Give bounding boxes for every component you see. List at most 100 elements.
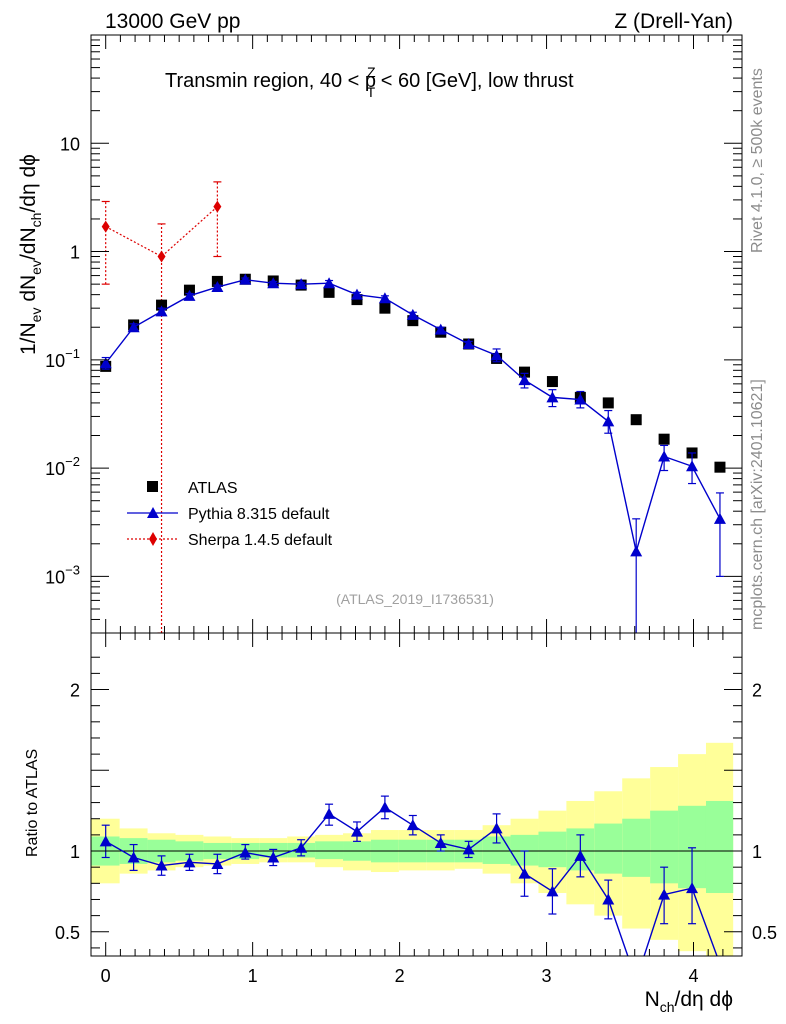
chart-title: Transmin region, 40 < pZ T < 60 [GeV], lo… [165, 64, 574, 100]
ratio-data-layer [91, 742, 742, 956]
header-energy: 13000 GeV pp [105, 10, 240, 33]
pythia-point [574, 393, 587, 405]
ratio-y-axis-label: Ratio to ATLAS [24, 749, 41, 857]
ratio-inner-band [538, 831, 567, 868]
x-axis-label-main: N [645, 988, 660, 1011]
chart-title-sub: T [367, 84, 376, 100]
ratio-panel-frame [90, 632, 743, 957]
pythia-ratio-point [574, 849, 587, 861]
atlas-point [546, 376, 558, 388]
chart-title-post: < 60 [GeV], low thrust [375, 70, 574, 92]
header-process: Z (Drell-Yan) [614, 10, 733, 33]
x-tick-label: 3 [542, 966, 552, 986]
y-tick-label: 10 [60, 134, 80, 154]
y-tick-label: 10−3 [45, 562, 80, 587]
x-axis-label: Nch/dη dϕ [645, 988, 733, 1015]
pythia-point [434, 323, 447, 335]
main-data-layer [99, 181, 726, 633]
x-axis-label-sub: ch [660, 999, 675, 1015]
pythia-point [295, 278, 308, 290]
pythia-point [155, 305, 168, 317]
pythia-ratio-point [658, 888, 671, 900]
legend-atlas-label: ATLAS [188, 480, 238, 497]
sherpa-line [105, 206, 218, 258]
pythia-ratio-point [378, 801, 391, 813]
legend-pythia-marker [147, 507, 159, 518]
y-tick-label-exp: −2 [65, 454, 80, 469]
pythia-point [602, 415, 615, 427]
sherpa-point [157, 250, 166, 263]
pythia-point [406, 308, 419, 320]
pythia-point [350, 288, 363, 300]
atlas-point [379, 302, 391, 314]
ratio-axis-ticks: 0 1 2 3 4 0.5 0.5 1 1 2 2 [55, 633, 777, 986]
ratio-inner-band [705, 800, 734, 894]
pythia-ratio-point [434, 836, 447, 848]
y-axis-label: 1/Nev dNev/dNch/dη dϕ [17, 154, 44, 355]
pythia-ratio-point [183, 856, 196, 868]
ratio-tick-label-right: 2 [752, 681, 762, 701]
pythia-point [546, 391, 559, 403]
main-panel [99, 181, 726, 633]
legend-sherpa-marker [149, 532, 157, 546]
pythia-point [267, 277, 280, 289]
x-tick-label: 0 [101, 966, 111, 986]
pythia-point [378, 292, 391, 304]
x-tick-label: 4 [688, 966, 698, 986]
ratio-tick-label: 2 [70, 681, 80, 701]
pythia-ratio-point [406, 819, 419, 831]
pythia-point [183, 289, 196, 301]
pythia-point [658, 450, 671, 462]
pythia-ratio-point [295, 841, 308, 853]
legend-atlas-marker [147, 481, 158, 492]
ratio-tick-label-right: 0.5 [752, 923, 777, 943]
ratio-tick-label: 0.5 [55, 923, 80, 943]
mcplots-reference-label: mcplots.cern.ch [arXiv:2401.10621] [749, 379, 766, 630]
ratio-inner-band [315, 841, 344, 860]
pythia-ratio-point [462, 843, 475, 855]
pythia-ratio-point [99, 835, 112, 847]
y-axis-label-c-sub: ch [28, 213, 44, 228]
pythia-point [127, 321, 140, 333]
legend-sherpa-label: Sherpa 1.4.5 default [188, 532, 333, 549]
atlas-point [323, 286, 335, 298]
pythia-ratio-point [239, 846, 252, 858]
x-tick-label: 1 [248, 966, 258, 986]
y-axis-label-b: dN [17, 275, 40, 308]
atlas-point [519, 366, 531, 378]
y-tick-label: 10−1 [45, 346, 80, 371]
pythia-ratio-point [546, 885, 559, 897]
pythia-ratio-point [323, 807, 336, 819]
analysis-watermark: (ATLAS_2019_I1736531) [336, 591, 494, 607]
atlas-point [602, 397, 614, 409]
y-axis-label-a-sub: ev [28, 308, 44, 323]
pythia-point [99, 357, 112, 369]
y-tick-label-base: 10 [45, 459, 65, 479]
sherpa-point [101, 220, 110, 233]
ratio-tick-label: 1 [70, 842, 80, 862]
atlas-point [156, 299, 168, 311]
y-tick-label-base: 10 [45, 567, 65, 587]
x-axis-label-rest: /dη dϕ [675, 988, 733, 1011]
pythia-point [518, 374, 531, 386]
pythia-point [239, 273, 252, 285]
pythia-ratio-point [127, 851, 140, 863]
ratio-inner-band [622, 818, 651, 877]
y-tick-label-base: 10 [45, 351, 65, 371]
chart-title-pre: Transmin region, 40 < p [165, 70, 376, 92]
pythia-point [630, 545, 643, 557]
rivet-version-label: Rivet 4.1.0, ≥ 500k events [749, 68, 766, 253]
pythia-ratio-point [686, 882, 699, 894]
pythia-ratio-point [350, 825, 363, 837]
sherpa-point [213, 200, 222, 213]
ratio-tick-label-right: 1 [752, 842, 762, 862]
pythia-point [462, 338, 475, 350]
pythia-point [686, 460, 699, 472]
y-tick-label: 1 [70, 243, 80, 263]
pythia-point [490, 349, 503, 361]
pythia-ratio-point [602, 893, 615, 905]
ratio-inner-band [594, 823, 623, 874]
y-tick-label-exp: −3 [65, 562, 80, 577]
pythia-ratio-point [211, 857, 224, 869]
